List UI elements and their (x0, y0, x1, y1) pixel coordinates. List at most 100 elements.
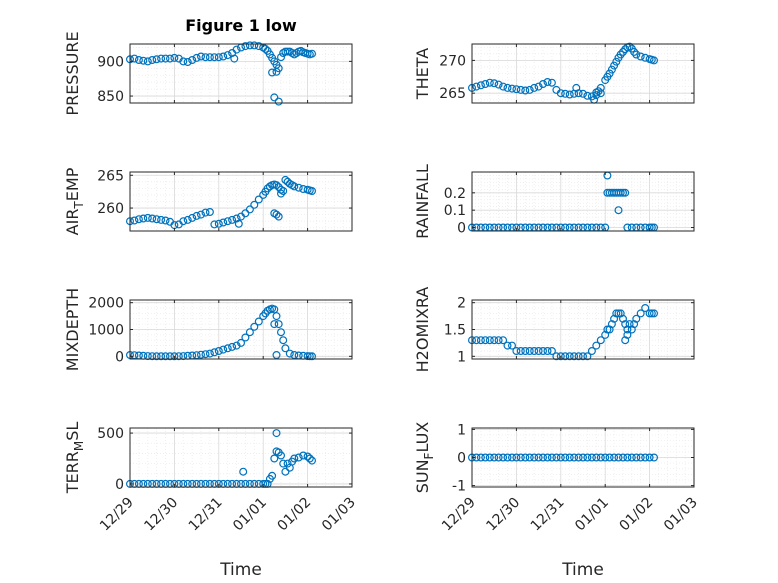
data-point (516, 85, 525, 94)
axes-box (129, 171, 353, 232)
data-point (485, 336, 494, 345)
data-point (594, 87, 603, 96)
x-tick-label: 01/01 (572, 495, 612, 535)
data-point (230, 54, 239, 63)
data-point (254, 317, 263, 326)
data-point (534, 82, 543, 91)
data-point (530, 453, 539, 462)
data-point (134, 55, 143, 64)
data-point (152, 352, 161, 361)
y-tick-label: 1 (457, 349, 466, 365)
data-point (525, 453, 534, 462)
data-point (534, 347, 543, 356)
data-point (245, 328, 254, 337)
data-point (228, 215, 237, 224)
data-point (481, 336, 490, 345)
y-tick-label: 260 (97, 201, 124, 217)
data-point (587, 347, 596, 356)
data-point (476, 336, 485, 345)
y-axis-label: AIRTEMP (63, 167, 86, 235)
marker-group (125, 304, 317, 361)
data-point (272, 210, 281, 219)
data-point (636, 453, 645, 462)
data-point (232, 214, 241, 223)
data-point (308, 352, 317, 361)
data-point (592, 91, 601, 100)
data-point (161, 352, 170, 361)
data-point (130, 54, 139, 63)
data-point (152, 55, 161, 64)
data-point (649, 453, 658, 462)
data-point (223, 51, 232, 60)
data-point (485, 453, 494, 462)
data-point (521, 347, 530, 356)
axes-box (129, 427, 353, 488)
axes-box (471, 43, 695, 104)
data-point (547, 453, 556, 462)
axes-background (130, 44, 352, 103)
data-point (561, 89, 570, 98)
x-tick-label: 01/01 (230, 495, 270, 535)
y-axis-label: RAINFALL (413, 164, 432, 239)
y-axis-label: THETA (413, 48, 432, 100)
data-point (605, 69, 614, 78)
data-point (148, 214, 157, 223)
data-point (508, 84, 517, 93)
data-point (174, 352, 183, 361)
data-point (574, 453, 583, 462)
x-axis-label: Time (561, 560, 604, 580)
data-point (161, 54, 170, 63)
data-point (205, 208, 214, 217)
data-point (512, 347, 521, 356)
data-point (234, 219, 243, 228)
data-point (525, 85, 534, 94)
data-point (228, 342, 237, 351)
data-point (621, 188, 630, 197)
x-tick-label: 12/31 (528, 495, 568, 535)
data-point (612, 309, 621, 318)
data-point (139, 214, 148, 223)
data-point (152, 215, 161, 224)
data-point (143, 57, 152, 66)
y-tick-label: 1 (457, 422, 466, 438)
data-point (610, 453, 619, 462)
data-point (512, 85, 521, 94)
data-point (272, 351, 281, 360)
axes-background (472, 172, 694, 231)
data-point (277, 189, 286, 198)
data-point (294, 183, 303, 192)
data-point (210, 348, 219, 357)
data-point (245, 205, 254, 214)
data-point (476, 453, 485, 462)
y-tick-label: 0 (115, 477, 124, 493)
y-tick-label: 500 (97, 426, 124, 442)
subplot-terr-msl: 0 500 12/29 12/30 12/31 01/01 01/02 01/03 TERRMS… (63, 422, 359, 580)
axes-background (130, 428, 352, 487)
data-point (239, 467, 248, 476)
data-point (268, 471, 277, 480)
data-point (618, 188, 627, 197)
data-point (603, 325, 612, 334)
data-point (472, 82, 481, 91)
data-point (556, 453, 565, 462)
data-point (612, 57, 621, 66)
data-point (503, 453, 512, 462)
data-point (556, 352, 565, 361)
data-point (241, 333, 250, 342)
y-tick-label: 265 (439, 86, 466, 102)
data-point (476, 81, 485, 90)
data-point (565, 352, 574, 361)
data-point (627, 453, 636, 462)
data-point (197, 350, 206, 359)
data-point (578, 453, 587, 462)
data-point (281, 344, 290, 353)
data-point (508, 453, 517, 462)
x-tick-label: 01/03 (319, 495, 359, 535)
data-point (596, 453, 605, 462)
data-point (485, 78, 494, 87)
data-point (625, 42, 634, 51)
data-point (561, 352, 570, 361)
data-point (649, 309, 658, 318)
y-tick-label: 0.1 (444, 203, 466, 219)
